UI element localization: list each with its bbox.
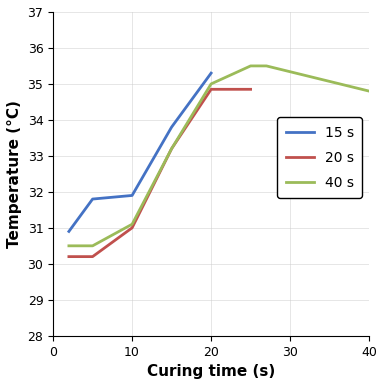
- 20 s: [90, 254, 95, 259]
- Line: 40 s: 40 s: [69, 66, 369, 246]
- Line: 15 s: 15 s: [69, 73, 211, 232]
- 40 s: [130, 222, 134, 227]
- 20 s: [169, 146, 174, 151]
- 40 s: [209, 81, 214, 86]
- Line: 20 s: 20 s: [69, 89, 251, 257]
- 15 s: [130, 193, 134, 198]
- 40 s: [367, 89, 371, 93]
- 40 s: [248, 64, 253, 68]
- 20 s: [66, 254, 71, 259]
- 40 s: [264, 64, 269, 68]
- 40 s: [169, 146, 174, 151]
- 40 s: [66, 244, 71, 248]
- 20 s: [130, 225, 134, 230]
- Y-axis label: Temperature (°C): Temperature (°C): [7, 100, 22, 248]
- 20 s: [209, 87, 214, 91]
- 40 s: [90, 244, 95, 248]
- 20 s: [248, 87, 253, 91]
- Legend: 15 s, 20 s, 40 s: 15 s, 20 s, 40 s: [278, 117, 362, 198]
- 15 s: [169, 125, 174, 129]
- 15 s: [66, 229, 71, 234]
- X-axis label: Curing time (s): Curing time (s): [147, 364, 275, 379]
- 15 s: [90, 197, 95, 201]
- 15 s: [209, 71, 214, 75]
